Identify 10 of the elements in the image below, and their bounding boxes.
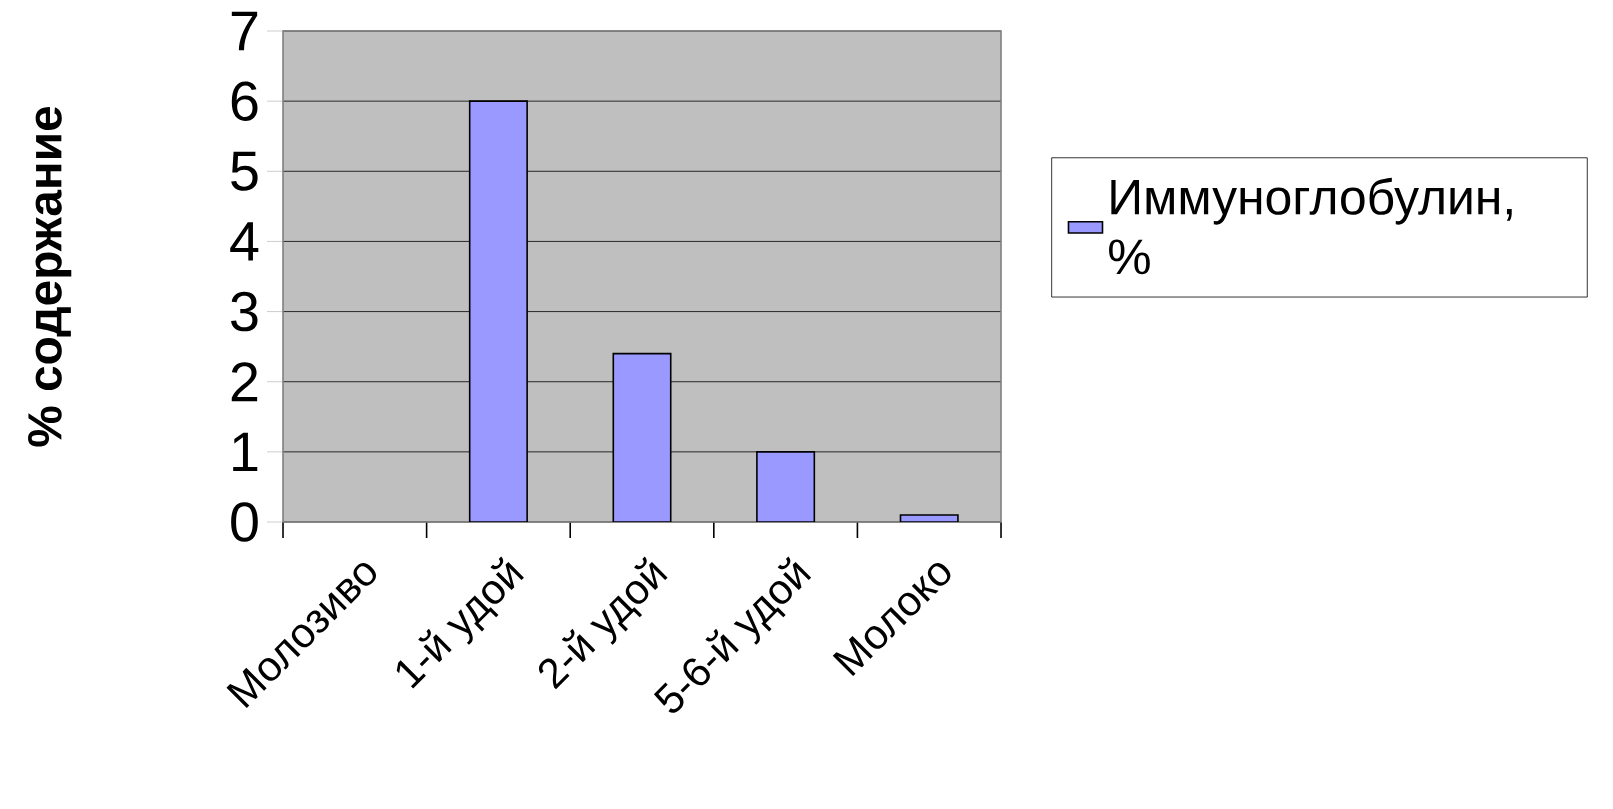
y-axis-title: % содержание [28,106,72,447]
y-tick-label: 2 [231,362,258,402]
y-tick-label: 3 [231,291,258,332]
y-tick-label: 0 [231,502,258,542]
y-tick-label: 1 [233,432,258,472]
legend-label: Иммуноглобулин, % [1109,177,1512,275]
y-tick-label: 4 [230,222,259,261]
y-tick-label: 7 [231,11,258,51]
y-tick-label: 6 [231,81,258,121]
y-tick-label: 5 [231,151,258,191]
